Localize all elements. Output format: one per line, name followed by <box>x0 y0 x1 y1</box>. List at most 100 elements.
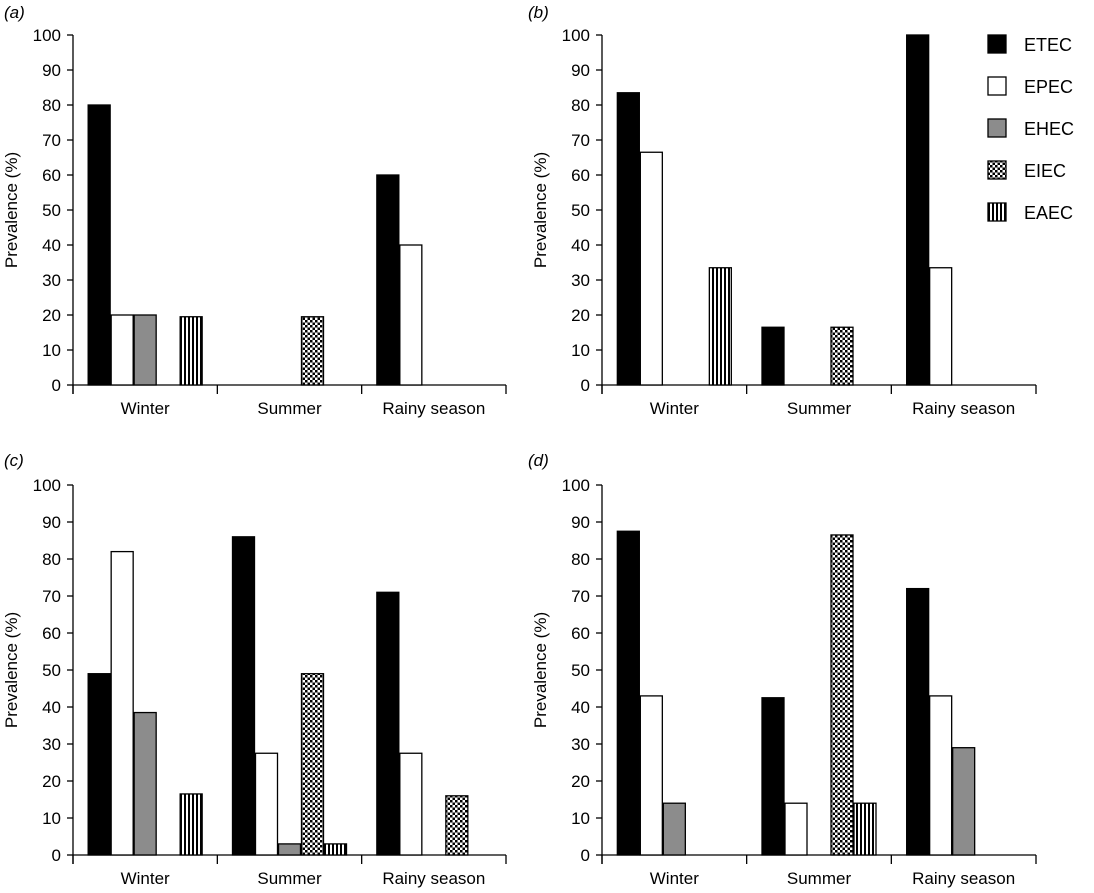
bar-epec-rainy-season <box>399 752 423 856</box>
y-tick-label-90: 90 <box>42 61 61 80</box>
legend-label-ehec: EHEC <box>1024 119 1074 139</box>
y-tick-label-50: 50 <box>571 201 590 220</box>
x-category-label-rainy-season: Rainy season <box>912 869 1015 888</box>
panel-d: (d) Prevalence (%) 0 10 20 30 40 50 60 70 80 90 100 W… <box>528 451 1037 888</box>
panel-label-c: (c) <box>4 451 24 470</box>
panel-label-d: (d) <box>528 451 549 470</box>
y-tick-label-0: 0 <box>581 846 590 865</box>
bar-epec-winter <box>639 151 663 386</box>
bar-eaec-summer <box>323 843 348 856</box>
y-tick-label-60: 60 <box>571 166 590 185</box>
bar-epec-rainy-season <box>929 267 953 386</box>
y-tick-label-70: 70 <box>42 131 61 150</box>
x-category-label-summer: Summer <box>787 399 852 418</box>
x-category-label-winter: Winter <box>121 399 170 418</box>
y-tick-label-100: 100 <box>562 26 590 45</box>
bar-ehec-winter <box>133 711 157 856</box>
y-tick-label-70: 70 <box>571 131 590 150</box>
y-tick-label-90: 90 <box>42 513 61 532</box>
y-tick-label-100: 100 <box>33 476 61 495</box>
y-tick-label-40: 40 <box>571 698 590 717</box>
x-category-label-winter: Winter <box>650 399 699 418</box>
legend-item-epec: EPEC <box>987 76 1073 97</box>
bar-etec-winter <box>87 104 111 386</box>
y-tick-label-50: 50 <box>42 201 61 220</box>
bar-etec-summer <box>761 697 785 856</box>
y-tick-label-60: 60 <box>571 624 590 643</box>
legend-swatch-epec <box>987 76 1007 96</box>
y-tick-label-40: 40 <box>42 698 61 717</box>
y-tick-label-80: 80 <box>571 96 590 115</box>
y-tick-label-0: 0 <box>52 376 61 395</box>
y-tick-label-30: 30 <box>42 271 61 290</box>
y-tick-label-20: 20 <box>571 772 590 791</box>
bar-etec-summer <box>231 536 256 856</box>
y-tick-label-10: 10 <box>42 341 61 360</box>
x-category-label-summer: Summer <box>257 399 322 418</box>
panel-b: (b) Prevalence (%) 0 10 20 30 40 50 60 70 80 90 100 W… <box>528 3 1037 418</box>
y-tick-label-20: 20 <box>571 306 590 325</box>
panel-a: (a) Prevalence (%) 0 10 20 30 40 50 60 70 80 90 100 W… <box>2 3 507 418</box>
bar-epec-winter <box>110 314 134 386</box>
bar-epec-rainy-season <box>399 244 423 386</box>
bar-etec-summer <box>761 326 785 386</box>
y-tick-label-60: 60 <box>42 624 61 643</box>
y-tick-label-80: 80 <box>42 96 61 115</box>
y-tick-label-60: 60 <box>42 166 61 185</box>
x-category-label-summer: Summer <box>257 869 322 888</box>
bar-etec-rainy-season <box>906 34 930 386</box>
bar-epec-summer <box>254 752 279 856</box>
bar-eaec-winter <box>708 267 732 386</box>
legend-swatch-etec <box>987 34 1007 54</box>
y-tick-label-90: 90 <box>571 61 590 80</box>
bar-epec-winter <box>110 550 134 856</box>
bar-etec-winter <box>616 92 640 386</box>
legend: ETEC EPEC EHEC EIEC EAEC <box>987 34 1074 223</box>
y-tick-label-90: 90 <box>571 513 590 532</box>
y-axis-label: Prevalence (%) <box>531 612 550 728</box>
bar-epec-summer <box>784 802 808 856</box>
legend-item-ehec: EHEC <box>987 118 1074 139</box>
panel-label-a: (a) <box>4 3 25 22</box>
bar-eiec-rainy-season <box>445 795 469 856</box>
y-tick-label-70: 70 <box>42 587 61 606</box>
bar-epec-rainy-season <box>929 695 953 856</box>
y-tick-label-30: 30 <box>42 735 61 754</box>
legend-label-eiec: EIEC <box>1024 161 1066 181</box>
y-tick-label-40: 40 <box>42 236 61 255</box>
legend-item-etec: ETEC <box>987 34 1072 55</box>
y-axis-label: Prevalence (%) <box>531 152 550 268</box>
y-tick-label-20: 20 <box>42 306 61 325</box>
bar-eaec-winter <box>179 793 203 856</box>
legend-swatch-ehec <box>987 118 1007 138</box>
bar-etec-rainy-season <box>376 174 400 386</box>
y-tick-label-20: 20 <box>42 772 61 791</box>
y-tick-label-100: 100 <box>33 26 61 45</box>
y-tick-label-100: 100 <box>562 476 590 495</box>
y-tick-label-40: 40 <box>571 236 590 255</box>
panel-c: (c) Prevalence (%) 0 10 20 30 40 50 60 70 80 90 100 W… <box>2 451 507 888</box>
y-tick-label-10: 10 <box>42 809 61 828</box>
x-category-label-summer: Summer <box>787 869 852 888</box>
bar-ehec-rainy-season <box>952 747 976 856</box>
y-tick-label-50: 50 <box>42 661 61 680</box>
y-tick-label-30: 30 <box>571 271 590 290</box>
legend-item-eaec: EAEC <box>987 202 1073 223</box>
bar-etec-winter <box>87 673 111 856</box>
bar-etec-winter <box>616 530 640 856</box>
x-category-label-winter: Winter <box>121 869 170 888</box>
legend-label-eaec: EAEC <box>1024 203 1073 223</box>
y-tick-label-50: 50 <box>571 661 590 680</box>
bar-eiec-summer <box>830 534 854 856</box>
bar-eaec-winter <box>179 316 203 386</box>
y-tick-label-70: 70 <box>571 587 590 606</box>
y-tick-label-10: 10 <box>571 341 590 360</box>
y-tick-label-80: 80 <box>42 550 61 569</box>
legend-item-eiec: EIEC <box>987 160 1066 181</box>
y-tick-label-0: 0 <box>581 376 590 395</box>
bar-etec-rainy-season <box>906 587 930 856</box>
y-axis-label: Prevalence (%) <box>2 152 21 268</box>
bar-eiec-summer <box>830 326 854 386</box>
y-axis-label: Prevalence (%) <box>2 612 21 728</box>
